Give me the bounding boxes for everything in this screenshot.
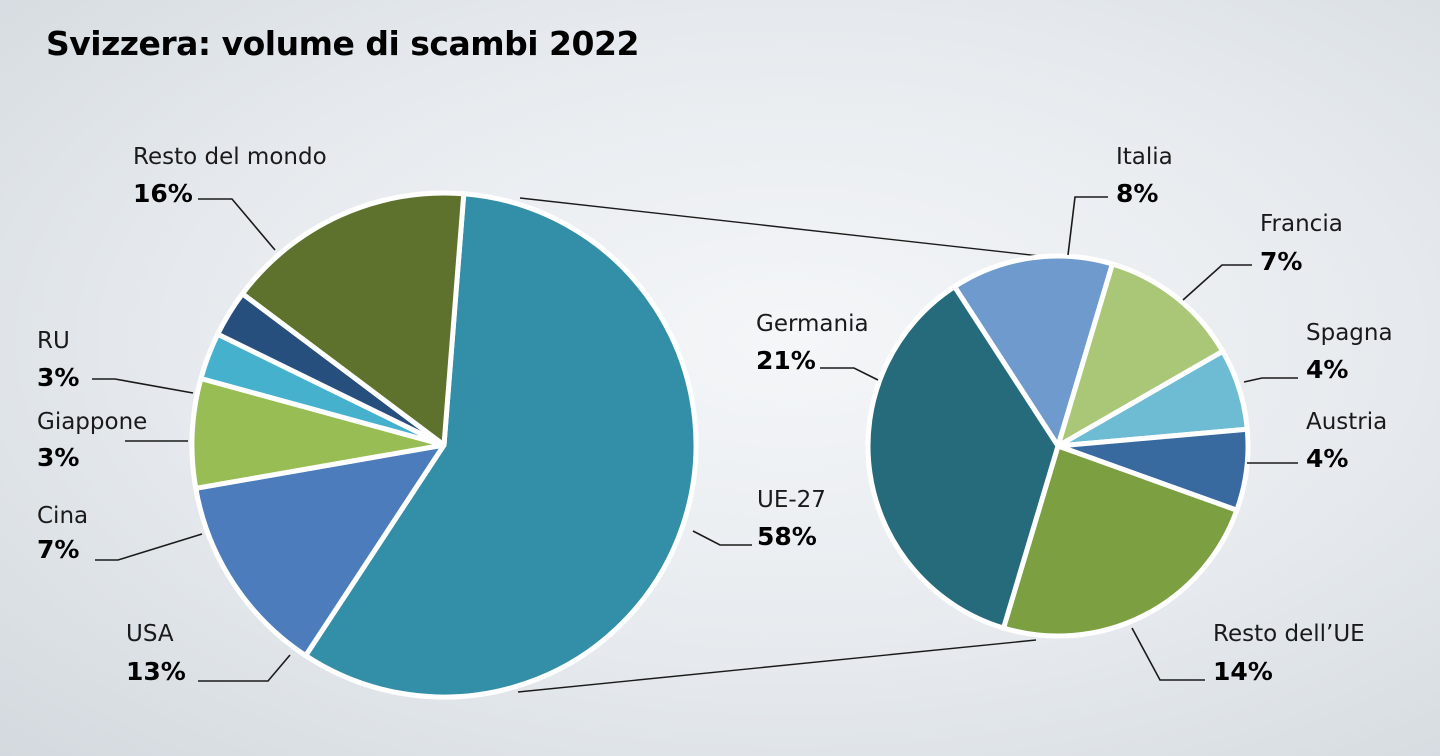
slice-label-germania: Germania [756, 311, 869, 337]
pie-slice-germania [865, 284, 1061, 631]
slice-value-cina: 7% [37, 535, 79, 564]
slice-label-spagna: Spagna [1306, 320, 1393, 346]
slice-label-resto-del-mondo: Resto del mondo [133, 144, 327, 170]
connector-line-bottom [517, 639, 1037, 693]
eu-breakdown-pie [865, 253, 1251, 639]
slice-label-ru: RU [37, 328, 70, 354]
slice-value-germania: 21% [756, 346, 816, 375]
connector-lines [517, 197, 1041, 693]
slice-labels: UE-27 58% USA 13% Cina 7% Giappone 3% RU 3% Resto … [37, 144, 1393, 686]
pie-slice-resto-del-mondo [239, 190, 467, 448]
leader-line-spagna [1243, 377, 1298, 383]
pie-slice-usa [193, 442, 447, 659]
slice-value-austria: 4% [1306, 444, 1348, 473]
slice-label-usa: USA [126, 621, 174, 647]
leader-line-cina [95, 533, 203, 561]
leader-line-resto-del-mondo [198, 198, 276, 251]
slice-label-italia: Italia [1116, 144, 1173, 170]
slice-label-cina: Cina [37, 503, 88, 529]
slice-label-austria: Austria [1306, 409, 1387, 435]
leader-line-francia [1182, 264, 1252, 301]
slice-value-resto-del-mondo: 16% [133, 179, 193, 208]
slice-label-giappone: Giappone [37, 409, 147, 435]
slice-value-usa: 13% [126, 657, 186, 686]
pie-slice-italia [952, 253, 1115, 449]
slice-value-ue-27: 58% [757, 522, 817, 551]
slice-label-francia: Francia [1260, 211, 1343, 237]
leader-line-ru [92, 378, 194, 394]
slice-label-ue-27: UE-27 [757, 487, 826, 513]
leader-line-ue-27 [692, 530, 752, 546]
pie-slice-ue-27 [303, 191, 699, 700]
slice-value-francia: 7% [1260, 247, 1302, 276]
leader-line-italia [1067, 196, 1108, 256]
chart-title: Svizzera: volume di scambi 2022 [46, 24, 639, 63]
leader-line-usa [198, 654, 291, 682]
main-pie [189, 190, 699, 700]
leader-line-resto-dell-ue [1131, 627, 1205, 681]
slice-value-resto-dell-ue: 14% [1213, 657, 1273, 686]
slice-value-giappone: 3% [37, 443, 79, 472]
leader-line-germania [820, 367, 879, 381]
slice-value-italia: 8% [1116, 179, 1158, 208]
slice-label-resto-dell-ue: Resto dell’UE [1213, 621, 1365, 647]
leader-lines [92, 196, 1298, 682]
connector-line-top [519, 197, 1041, 257]
slice-value-spagna: 4% [1306, 355, 1348, 384]
slice-value-ru: 3% [37, 363, 79, 392]
pie-slice-francia [1055, 261, 1226, 449]
pie-slice-resto-dell-ue [1001, 443, 1240, 639]
